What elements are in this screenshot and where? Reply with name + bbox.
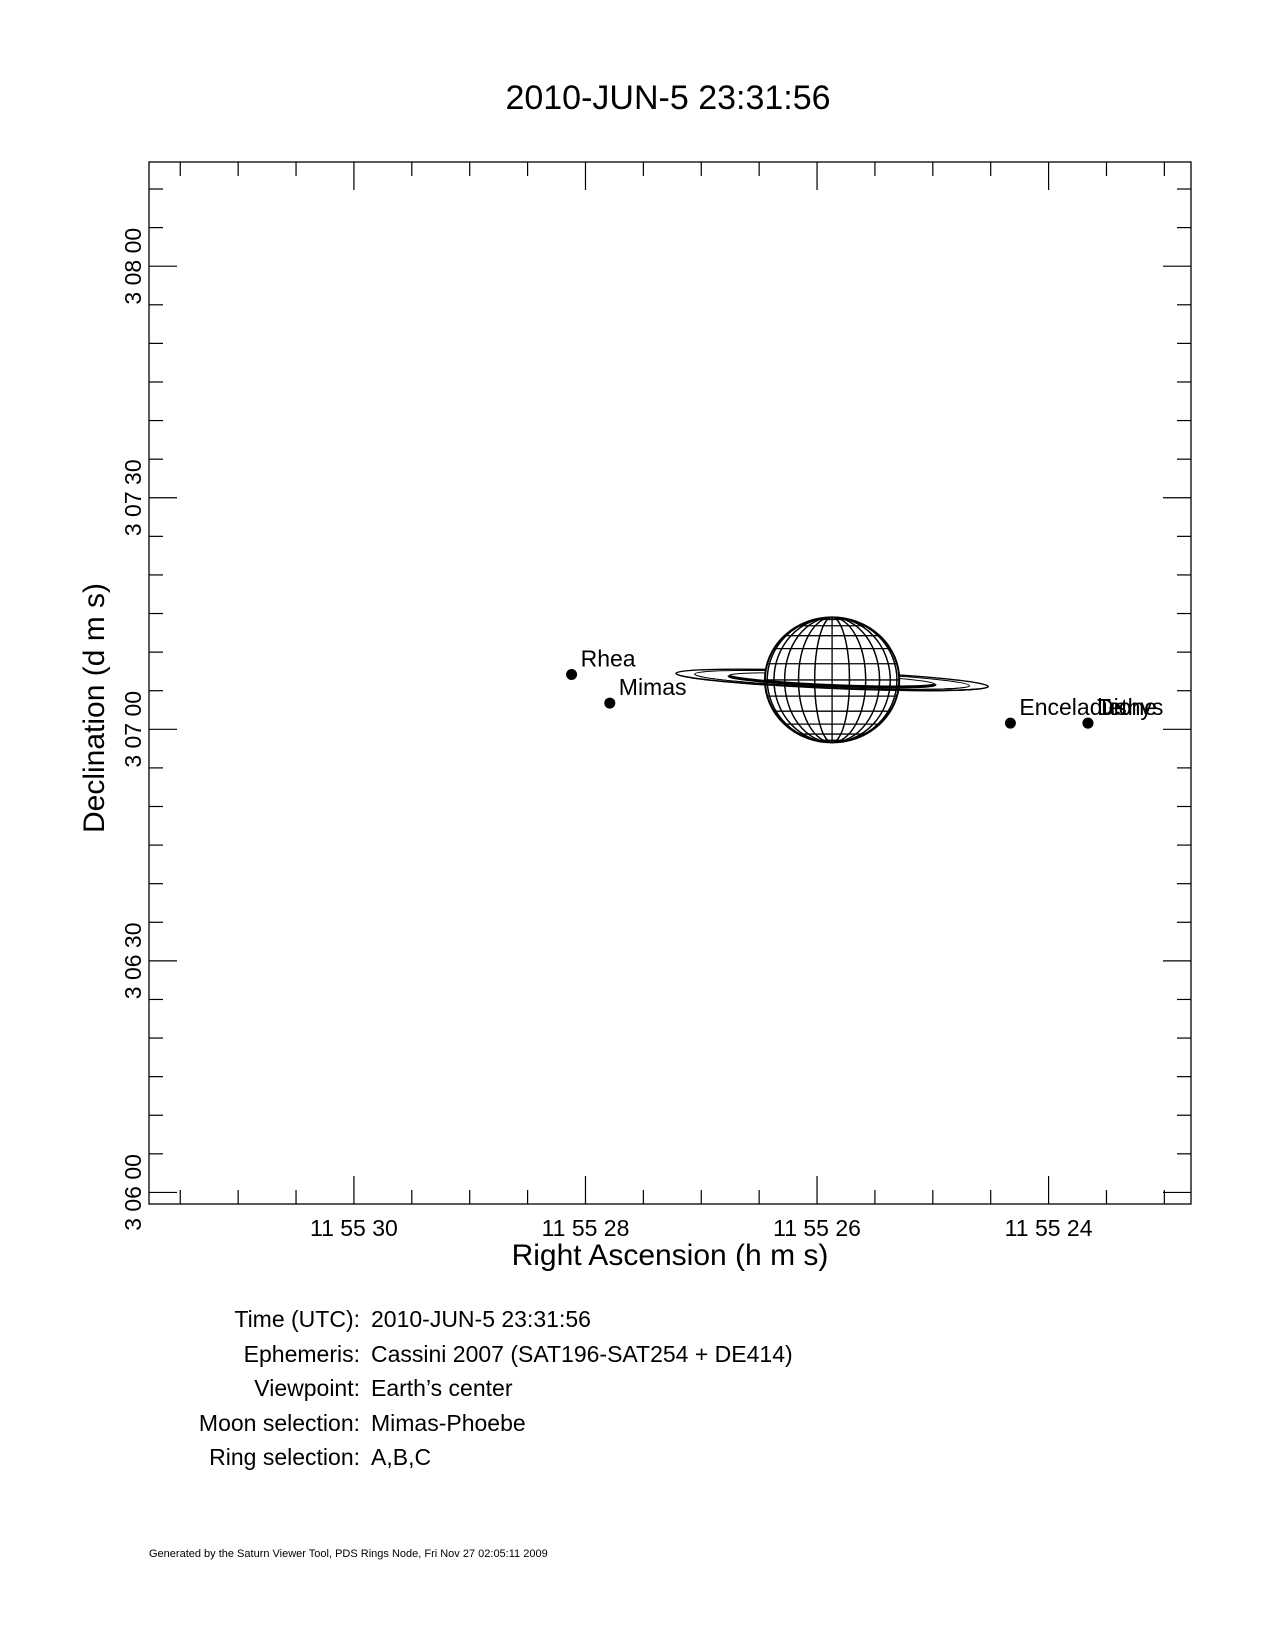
- info-row-time: Time (UTC): 2010-JUN-5 23:31:56: [0, 1302, 1275, 1337]
- y-tick-label: 3 07 30: [120, 459, 146, 536]
- y-tick-label: 3 06 00: [120, 1154, 146, 1231]
- info-value: Earth’s center: [371, 1375, 513, 1401]
- moon-label-dione: Dione: [1097, 694, 1157, 720]
- moon-dot-enceladus: [1004, 717, 1016, 729]
- info-label: Viewpoint:: [254, 1375, 360, 1401]
- info-label: Ephemeris:: [243, 1340, 360, 1367]
- y-axis-title: Declination (d m s): [78, 583, 111, 833]
- info-value: Mimas-Phoebe: [371, 1409, 526, 1436]
- x-tick-labels: 11 55 30 11 55 28 11 55 26 11 55 24: [310, 1215, 1093, 1241]
- info-label: Time (UTC):: [234, 1306, 360, 1332]
- x-axis-title: Right Ascension (h m s): [512, 1239, 829, 1272]
- x-tick-label: 11 55 24: [1005, 1215, 1093, 1241]
- info-value: 2010-JUN-5 23:31:56: [371, 1306, 591, 1332]
- y-tick-labels: 3 06 00 3 06 30 3 07 00 3 07 30 3 08 00: [120, 228, 146, 1231]
- moon-label-enceladus: Enceladus: [1019, 694, 1126, 720]
- y-tick-label: 3 08 00: [120, 228, 146, 305]
- plot-frame: [148, 161, 1192, 1205]
- x-tick-label: 11 55 26: [773, 1215, 861, 1241]
- x-tick-label: 11 55 30: [310, 1215, 398, 1241]
- info-label: Moon selection:: [198, 1409, 360, 1436]
- saturn-planet-globe: [675, 616, 989, 744]
- longitude-line: [766, 616, 898, 744]
- x-tick-label: 11 55 28: [542, 1215, 630, 1241]
- observation-info: Time (UTC): 2010-JUN-5 23:31:56 Ephemeri…: [0, 1302, 1275, 1475]
- generator-footer: Generated by the Saturn Viewer Tool, PDS…: [149, 1548, 548, 1560]
- info-value: A,B,C: [371, 1444, 432, 1470]
- ring-front-arc: [694, 673, 971, 690]
- info-row-ephemeris: Ephemeris: Cassini 2007 (SAT196-SAT254 +…: [0, 1337, 1275, 1372]
- info-row-viewpoint: Viewpoint: Earth’s center: [0, 1371, 1275, 1406]
- ring-front-arc: [675, 673, 989, 692]
- moon-label-tethys: Tethys: [1097, 694, 1163, 720]
- info-label: Ring selection:: [209, 1444, 360, 1470]
- info-value: Cassini 2007 (SAT196-SAT254 + DE414): [371, 1340, 793, 1367]
- ring-front-arc: [727, 674, 937, 689]
- moon-label-mimas: Mimas: [619, 674, 687, 700]
- moon-label-rhea: Rhea: [581, 646, 636, 672]
- y-tick-label: 3 06 30: [120, 922, 146, 999]
- axis-ticks: [149, 162, 1191, 1204]
- moon-dot-dione: [1082, 717, 1094, 729]
- info-row-ring-selection: Ring selection: A,B,C: [0, 1440, 1275, 1475]
- chart-title: 2010-JUN-5 23:31:56: [505, 79, 830, 117]
- info-row-moon-selection: Moon selection: Mimas-Phoebe: [0, 1406, 1275, 1441]
- moon-dot-mimas: [604, 697, 616, 709]
- y-tick-label: 3 07 00: [120, 691, 146, 768]
- moon-dot-rhea: [566, 669, 578, 681]
